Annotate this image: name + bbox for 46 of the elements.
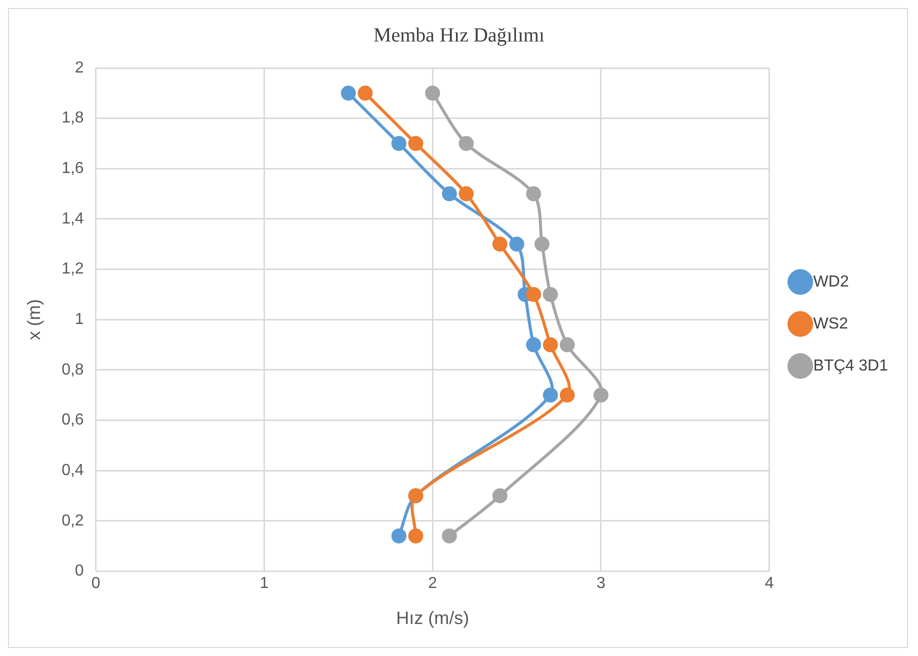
point: [458, 136, 474, 151]
point: [526, 286, 542, 302]
x-tick-label: 3: [596, 575, 606, 592]
point: [542, 388, 558, 403]
y-tick-label: 2: [74, 59, 84, 76]
x-axis-title: Hız (m/s): [396, 608, 470, 628]
point: [358, 86, 373, 101]
legend-label: WS2: [813, 315, 848, 332]
point: [425, 86, 440, 101]
y-tick-label: 0,6: [62, 412, 84, 429]
point: [542, 337, 558, 352]
x-tick-label: 4: [764, 575, 774, 592]
point: [408, 528, 424, 544]
legend-label: BTÇ4 3D1: [813, 357, 888, 374]
y-tick-label: 0,2: [62, 512, 84, 530]
point: [391, 136, 406, 151]
point: [492, 236, 508, 252]
y-axis-title: x (m): [24, 299, 44, 340]
y-tick-label: 1: [74, 311, 84, 328]
x-tick-label: 0: [91, 575, 100, 592]
point: [560, 388, 575, 403]
y-tick-label: 1,8: [62, 110, 84, 127]
y-tick-label: 1,6: [62, 160, 84, 178]
point: [542, 286, 558, 302]
point: [442, 186, 457, 202]
point: [408, 136, 424, 151]
point: [442, 528, 457, 544]
point: [458, 186, 474, 202]
chart-title: Memba Hız Dağılımı: [373, 24, 545, 46]
point: [593, 388, 608, 403]
x-tick-label: 2: [428, 575, 438, 592]
point: [526, 186, 542, 202]
point: [534, 236, 550, 252]
y-tick-label: 1,2: [62, 260, 84, 278]
y-tick-label: 1,4: [62, 210, 84, 228]
point: [526, 337, 542, 352]
point: [560, 337, 575, 352]
y-tick-label: 0,8: [62, 361, 84, 378]
point: [492, 488, 508, 504]
point: [391, 528, 406, 544]
point: [509, 236, 524, 252]
y-tick-label: 0,4: [62, 462, 84, 479]
y-tick-label: 0: [74, 562, 84, 580]
point: [340, 86, 356, 101]
legend-label: WD2: [813, 273, 849, 290]
x-tick-label: 1: [260, 575, 269, 592]
